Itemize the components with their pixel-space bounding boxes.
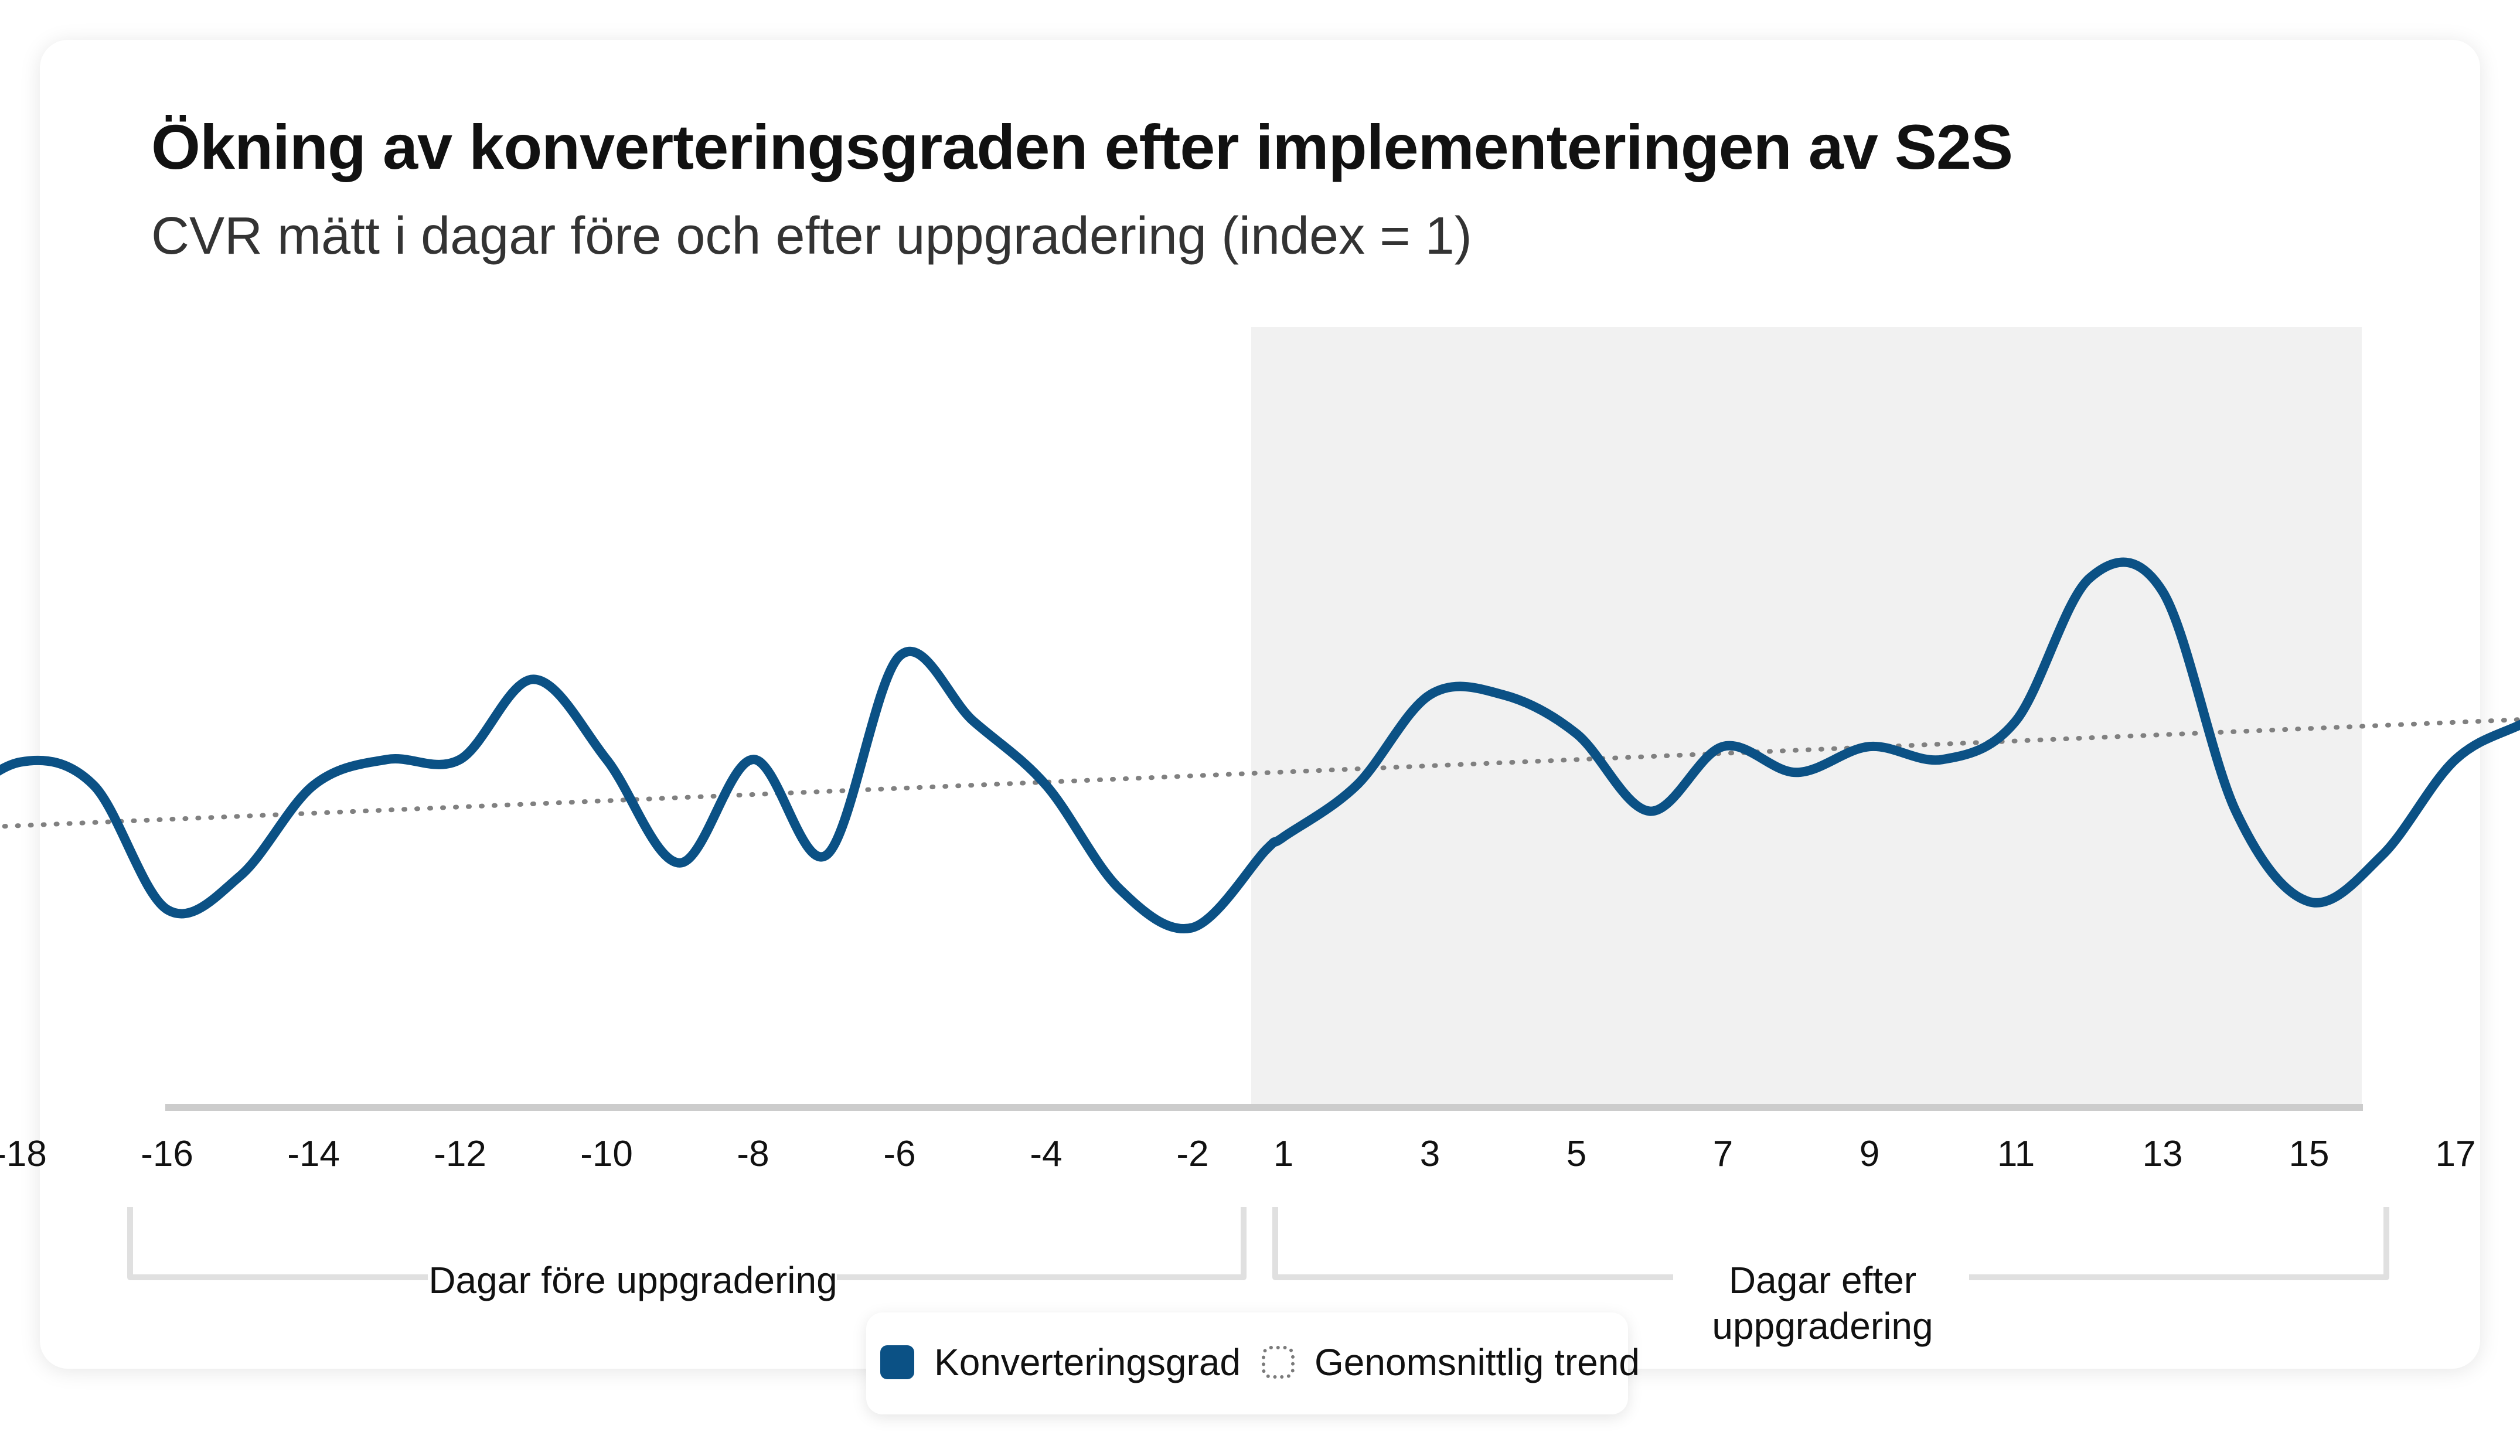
group-label-after: Dagar efter uppgradering — [1712, 1259, 1933, 1347]
x-tick-label: 9 — [1860, 1134, 1879, 1174]
bracket-before-right — [837, 1207, 1247, 1280]
x-tick-labels: -30-28-26-24-22-20-18-16-14-12-10-8-6-4-… — [0, 1134, 2476, 1174]
chart-subtitle: CVR mätt i dagar före och efter uppgrade… — [151, 207, 1472, 265]
after-upgrade-shading — [1251, 327, 2362, 1109]
x-tick-label: -6 — [883, 1134, 915, 1174]
x-tick-label: 15 — [2289, 1134, 2330, 1174]
legend-label-trend: Genomsnittlig trend — [1315, 1341, 1640, 1383]
bracket-before-left — [127, 1207, 428, 1280]
legend-label-series: Konverteringsgrad — [934, 1341, 1241, 1383]
x-tick-label: -10 — [580, 1134, 633, 1174]
x-tick-label: 5 — [1567, 1134, 1586, 1174]
x-tick-label: -8 — [737, 1134, 769, 1174]
x-tick-label: -16 — [141, 1134, 193, 1174]
x-tick-label: 13 — [2143, 1134, 2183, 1174]
chart-title: Ökning av konverteringsgraden efter impl… — [151, 111, 2013, 182]
x-tick-label: 3 — [1420, 1134, 1440, 1174]
legend-swatch-trend — [1262, 1346, 1295, 1379]
x-tick-label: 1 — [1273, 1134, 1293, 1174]
x-tick-label: 11 — [1997, 1134, 2035, 1174]
x-tick-label: -14 — [287, 1134, 340, 1174]
x-tick-label: -12 — [434, 1134, 486, 1174]
series-line-0 — [0, 557, 2520, 933]
x-tick-label: -4 — [1030, 1134, 1062, 1174]
x-tick-label: -18 — [0, 1134, 47, 1174]
group-brackets — [127, 1207, 2389, 1280]
group-label-before: Dagar före uppgradering — [428, 1259, 837, 1301]
x-tick-label: -2 — [1176, 1134, 1208, 1174]
x-tick-label: 17 — [2436, 1134, 2476, 1174]
bracket-after-left — [1272, 1207, 1673, 1280]
legend-box — [866, 1312, 1628, 1414]
series-layer — [0, 557, 2520, 933]
legend: Konverteringsgrad Genomsnittlig trend — [0, 1341, 2520, 1384]
legend-item-trend[interactable]: Genomsnittlig trend — [1262, 1341, 1640, 1384]
x-tick-label: 7 — [1713, 1134, 1733, 1174]
bracket-after-right — [1969, 1207, 2389, 1280]
legend-swatch-series — [880, 1345, 915, 1379]
legend-item-series[interactable]: Konverteringsgrad — [880, 1341, 1241, 1384]
